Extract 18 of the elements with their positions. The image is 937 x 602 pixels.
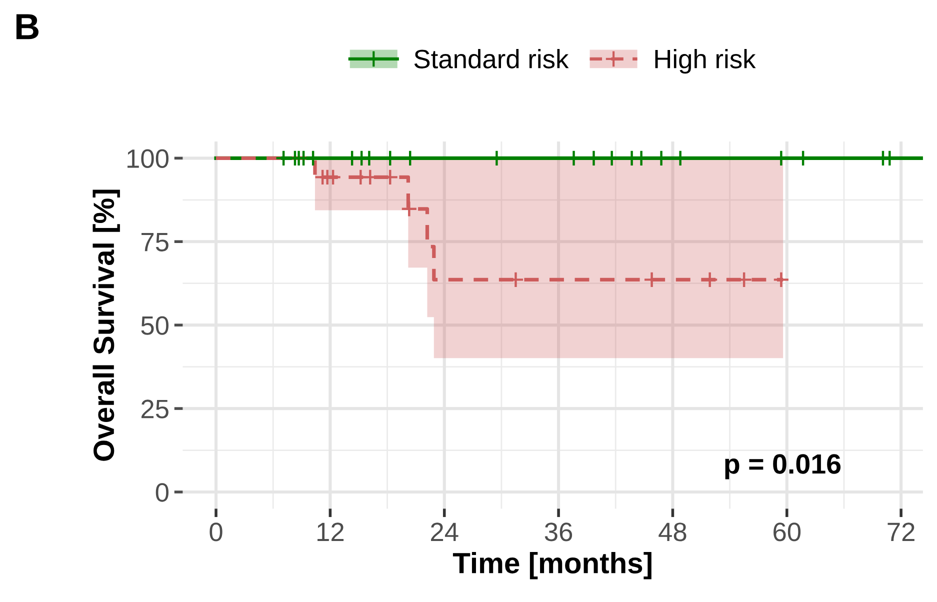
legend-label: Standard risk [414, 49, 569, 68]
x-tick-label: 48 [658, 522, 686, 542]
x-tick-label: 72 [888, 522, 914, 542]
y-tick-label: 0 [156, 483, 168, 502]
y-axis-title: Overall Survival [%] [92, 190, 120, 461]
y-tick-label: 100 [128, 149, 168, 168]
x-tick-label: 0 [210, 522, 222, 542]
x-tick-label: 60 [774, 522, 801, 542]
x-axis-title: Time [months] [452, 552, 652, 580]
legend-label: High risk [655, 49, 756, 74]
x-tick-label: 24 [431, 522, 458, 542]
y-tick-label: 25 [142, 400, 168, 418]
annotation: p = 0.016 [725, 454, 841, 480]
y-tick-label: 50 [141, 316, 168, 335]
y-tick-label: 75 [142, 233, 168, 252]
chart-title: B [16, 14, 38, 40]
x-tick-label: 12 [318, 522, 344, 542]
x-tick-label: 36 [544, 522, 572, 542]
